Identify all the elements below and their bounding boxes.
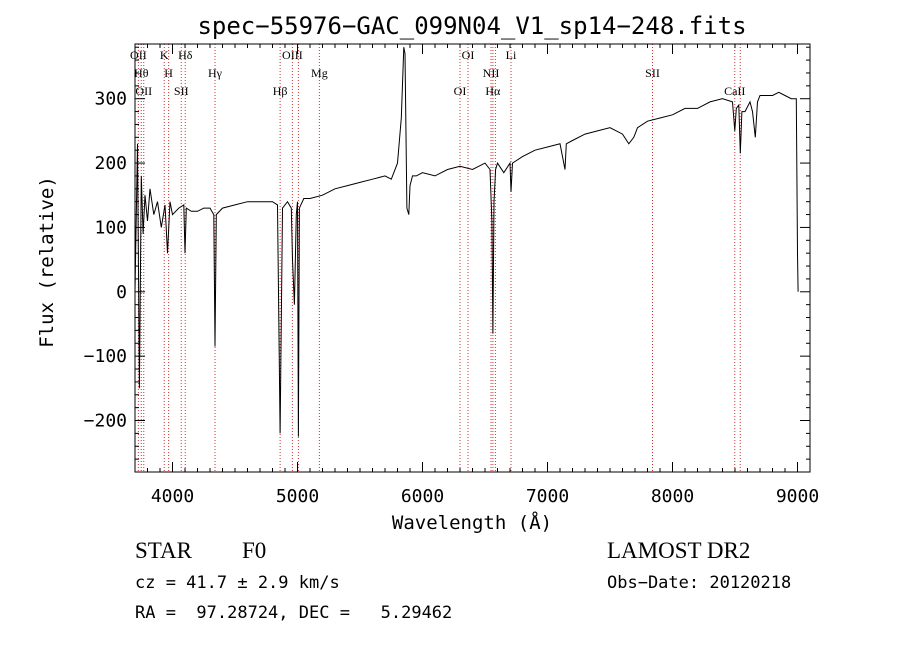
line-label-6: Hδ [178, 48, 193, 62]
redshift-velocity: cz = 41.7 ± 2.9 km/s [135, 573, 340, 593]
line-label-2: OII [135, 84, 152, 98]
line-label-19: CaII [724, 84, 745, 98]
x-tick-label: 9000 [776, 486, 819, 507]
line-label-14: NII [483, 66, 500, 80]
line-label-0: OII [130, 48, 147, 62]
spectral-subclass: F0 [242, 538, 267, 563]
x-tick-label: 8000 [651, 486, 694, 507]
line-label-7: Hγ [208, 66, 223, 80]
chart-title: spec−55976−GAC_099N04_V1_sp14−248.fits [197, 12, 746, 40]
x-tick-label: 5000 [276, 486, 319, 507]
line-label-8: Hβ [273, 84, 288, 98]
y-tick-label: −200 [84, 411, 127, 432]
y-axis-label: Flux (relative) [36, 176, 58, 348]
line-label-11: Mg [311, 66, 328, 80]
y-tick-label: −100 [84, 346, 127, 367]
y-tick-label: 200 [94, 153, 127, 174]
line-label-13: OI [462, 48, 475, 62]
x-axis-label: Wavelength (Å) [392, 511, 552, 534]
y-tick-label: 100 [94, 217, 127, 238]
line-label-9: OIII [282, 48, 303, 62]
spectral-line-labels: OIIHθOIIKHSIIHδHγHβOIIIMgOIOINIIHαLiSIIC… [130, 48, 745, 98]
line-label-5: SII [174, 84, 189, 98]
coordinates: RA = 97.28724, DEC = 5.29462 [135, 603, 453, 623]
x-tick-label: 4000 [151, 486, 194, 507]
plot-frame [134, 43, 811, 473]
x-tick-label: 7000 [526, 486, 569, 507]
line-label-1: Hθ [134, 66, 149, 80]
survey-name: LAMOST DR2 [607, 538, 751, 563]
object-type: STAR [135, 538, 192, 563]
x-axis: 4000 5000 6000 7000 8000 9000 [134, 44, 819, 507]
x-tick-label: 6000 [401, 486, 444, 507]
line-label-15: Hα [485, 84, 501, 98]
line-label-18: SII [645, 66, 660, 80]
line-label-3: K [160, 48, 169, 62]
spectrum-line [134, 47, 799, 437]
spectral-line-markers [137, 44, 741, 472]
y-axis: −200 −100 0 100 200 300 [84, 46, 810, 473]
y-tick-label: 300 [94, 89, 127, 110]
observation-date: Obs−Date: 20120218 [607, 573, 792, 593]
y-tick-label: 0 [116, 282, 127, 303]
line-label-12: OI [454, 84, 467, 98]
line-label-4: H [164, 66, 173, 80]
line-label-17: Li [506, 48, 517, 62]
